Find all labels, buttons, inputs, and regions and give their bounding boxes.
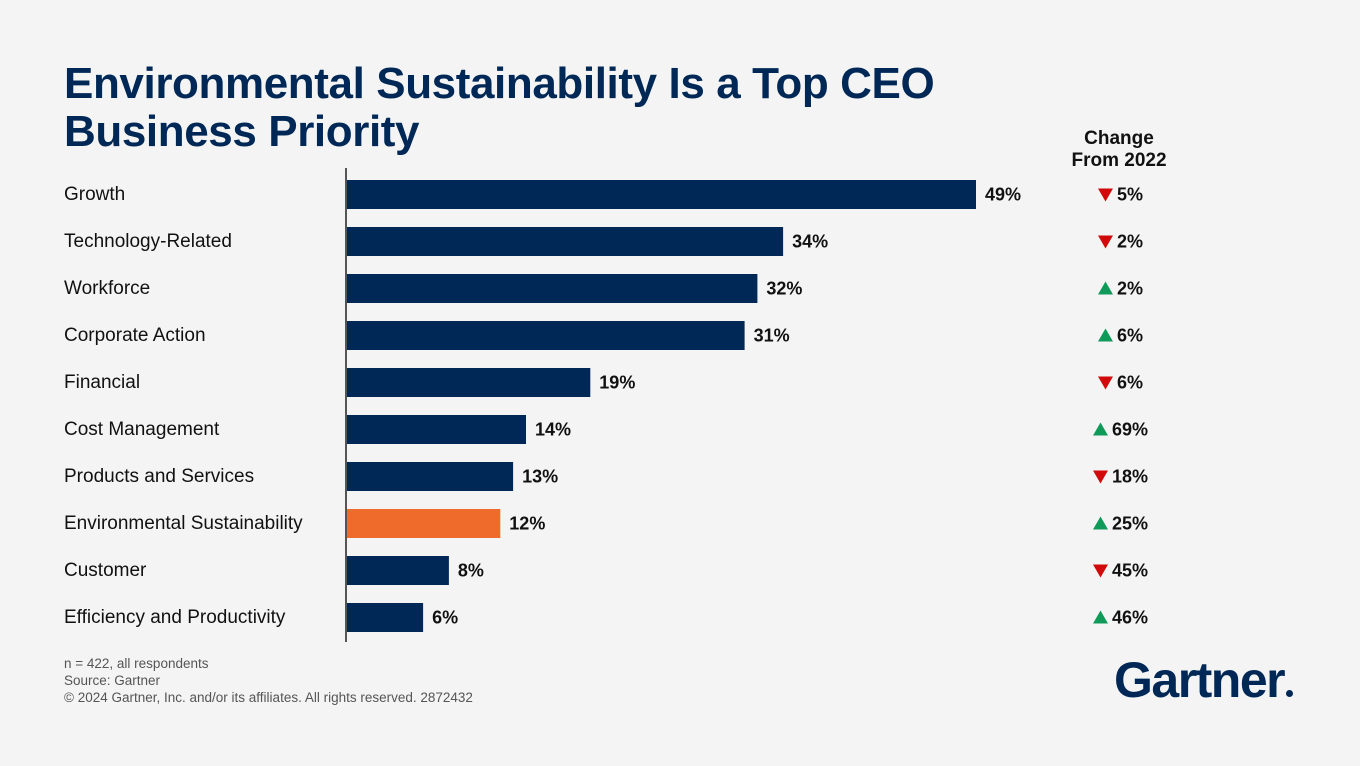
change-down-arrow-icon: [1098, 235, 1113, 249]
category-label: Workforce: [64, 278, 150, 299]
value-label: 34%: [792, 232, 828, 252]
category-label: Efficiency and Productivity: [64, 607, 286, 628]
value-label: 8%: [458, 561, 484, 581]
change-value-label: 6%: [1117, 326, 1143, 346]
change-value-label: 69%: [1112, 420, 1148, 440]
bar: [346, 368, 591, 397]
bar: [346, 415, 526, 444]
change-value-label: 6%: [1117, 373, 1143, 393]
value-label: 14%: [535, 420, 571, 440]
category-label: Products and Services: [64, 466, 254, 487]
gartner-logo: Gartner: [1114, 652, 1294, 708]
value-label: 19%: [599, 373, 635, 393]
change-column-header: Change From 2022: [1044, 128, 1194, 172]
change-value-label: 2%: [1117, 279, 1143, 299]
value-label: 49%: [985, 185, 1021, 205]
bar: [346, 603, 424, 632]
change-header-line1: Change: [1084, 128, 1154, 149]
bar: [346, 180, 976, 209]
value-label: 31%: [754, 326, 790, 346]
change-down-arrow-icon: [1098, 188, 1113, 202]
category-label: Financial: [64, 372, 140, 393]
bar: [346, 274, 758, 303]
change-up-arrow-icon: [1098, 281, 1113, 295]
change-up-arrow-icon: [1093, 610, 1108, 624]
footnote-source: Source: Gartner: [64, 673, 161, 688]
logo-dot: [1286, 690, 1294, 697]
change-up-arrow-icon: [1093, 422, 1108, 436]
change-down-arrow-icon: [1098, 376, 1113, 390]
change-header-line2: From 2022: [1071, 150, 1167, 171]
category-label: Growth: [64, 184, 125, 205]
category-label: Cost Management: [64, 419, 220, 440]
bar: [346, 321, 745, 350]
change-value-label: 25%: [1112, 514, 1148, 534]
value-label: 13%: [522, 467, 558, 487]
change-value-label: 18%: [1112, 467, 1148, 487]
bar: [346, 227, 784, 256]
value-label: 6%: [432, 608, 458, 628]
footnote-sample-size: n = 422, all respondents: [64, 656, 209, 671]
chart-title: Environmental Sustainability Is a Top CE…: [64, 59, 935, 156]
change-up-arrow-icon: [1093, 516, 1108, 530]
value-label: 32%: [766, 279, 802, 299]
change-down-arrow-icon: [1093, 564, 1108, 578]
change-value-label: 5%: [1117, 185, 1143, 205]
category-label: Environmental Sustainability: [64, 513, 303, 534]
category-label: Technology-Related: [64, 231, 232, 252]
gartner-logo-text: Gartner: [1114, 652, 1286, 708]
change-value-label: 2%: [1117, 232, 1143, 252]
change-down-arrow-icon: [1093, 470, 1108, 484]
category-label: Customer: [64, 560, 147, 581]
change-value-label: 45%: [1112, 561, 1148, 581]
value-label: 12%: [509, 514, 545, 534]
change-value-label: 46%: [1112, 608, 1148, 628]
category-label: Corporate Action: [64, 325, 206, 346]
bar: [346, 462, 514, 491]
change-up-arrow-icon: [1098, 328, 1113, 342]
bar: [346, 556, 449, 585]
footnote-copyright: © 2024 Gartner, Inc. and/or its affiliat…: [64, 690, 473, 705]
bar: [346, 509, 501, 538]
footnotes: n = 422, all respondents Source: Gartner…: [64, 655, 473, 706]
